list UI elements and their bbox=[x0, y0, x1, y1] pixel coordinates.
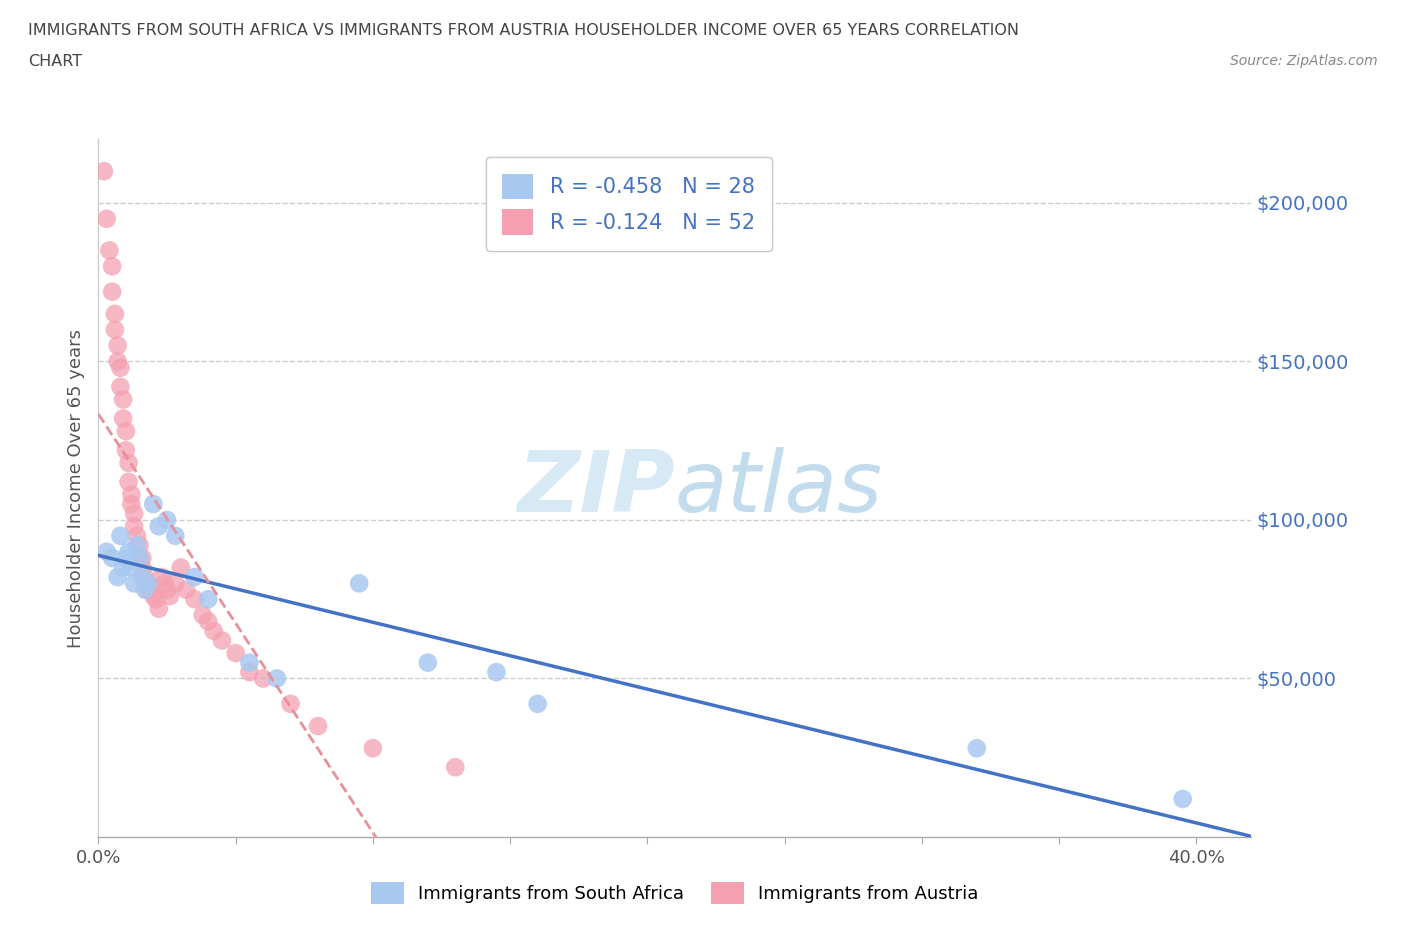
Point bbox=[238, 665, 260, 680]
Point bbox=[122, 576, 145, 591]
Point bbox=[120, 560, 142, 575]
Point bbox=[93, 164, 115, 179]
Point bbox=[101, 259, 124, 273]
Point bbox=[104, 307, 127, 322]
Point bbox=[125, 528, 148, 543]
Point bbox=[361, 741, 384, 756]
Point bbox=[197, 614, 219, 629]
Point bbox=[526, 697, 548, 711]
Point bbox=[110, 360, 132, 375]
Point bbox=[252, 671, 274, 686]
Point bbox=[134, 582, 156, 597]
Point bbox=[347, 576, 370, 591]
Point bbox=[131, 560, 153, 575]
Point bbox=[966, 741, 988, 756]
Point bbox=[148, 602, 170, 617]
Point bbox=[128, 551, 150, 565]
Point bbox=[183, 591, 205, 606]
Point bbox=[136, 582, 159, 597]
Point bbox=[197, 591, 219, 606]
Point bbox=[96, 544, 118, 559]
Point bbox=[120, 497, 142, 512]
Text: ZIP: ZIP bbox=[517, 446, 675, 530]
Point bbox=[444, 760, 467, 775]
Point bbox=[131, 551, 153, 565]
Point bbox=[174, 582, 197, 597]
Point bbox=[170, 560, 193, 575]
Point bbox=[112, 411, 135, 426]
Point bbox=[165, 528, 187, 543]
Point bbox=[125, 538, 148, 552]
Point bbox=[98, 243, 121, 258]
Point bbox=[156, 512, 179, 527]
Point bbox=[307, 719, 329, 734]
Point bbox=[139, 582, 162, 597]
Point bbox=[211, 633, 233, 648]
Point bbox=[225, 645, 247, 660]
Point bbox=[101, 285, 124, 299]
Point bbox=[183, 569, 205, 584]
Point bbox=[128, 538, 150, 552]
Point bbox=[142, 589, 165, 604]
Point bbox=[96, 211, 118, 226]
Text: atlas: atlas bbox=[675, 446, 883, 530]
Point bbox=[112, 560, 135, 575]
Point bbox=[191, 607, 214, 622]
Point bbox=[101, 551, 124, 565]
Point bbox=[156, 582, 179, 597]
Point bbox=[150, 569, 173, 584]
Point bbox=[136, 576, 159, 591]
Point bbox=[266, 671, 288, 686]
Point bbox=[110, 528, 132, 543]
Point bbox=[142, 497, 165, 512]
Point bbox=[145, 591, 167, 606]
Point bbox=[117, 544, 139, 559]
Point bbox=[117, 474, 139, 489]
Point bbox=[107, 354, 129, 369]
Point bbox=[122, 506, 145, 521]
Point bbox=[107, 569, 129, 584]
Point bbox=[131, 569, 153, 584]
Point bbox=[485, 665, 508, 680]
Point bbox=[416, 656, 439, 671]
Point bbox=[128, 551, 150, 565]
Point bbox=[107, 339, 129, 353]
Legend: Immigrants from South Africa, Immigrants from Austria: Immigrants from South Africa, Immigrants… bbox=[364, 875, 986, 911]
Point bbox=[112, 392, 135, 407]
Y-axis label: Householder Income Over 65 years: Householder Income Over 65 years bbox=[66, 328, 84, 648]
Point bbox=[115, 443, 138, 458]
Point bbox=[117, 456, 139, 471]
Point bbox=[153, 576, 176, 591]
Point bbox=[165, 576, 187, 591]
Text: CHART: CHART bbox=[28, 54, 82, 69]
Point bbox=[238, 656, 260, 671]
Point bbox=[122, 519, 145, 534]
Point bbox=[104, 323, 127, 338]
Legend: R = -0.458   N = 28, R = -0.124   N = 52: R = -0.458 N = 28, R = -0.124 N = 52 bbox=[485, 157, 772, 251]
Point bbox=[115, 424, 138, 439]
Point bbox=[110, 379, 132, 394]
Point bbox=[280, 697, 302, 711]
Text: Source: ZipAtlas.com: Source: ZipAtlas.com bbox=[1230, 54, 1378, 68]
Point bbox=[159, 589, 181, 604]
Point bbox=[1171, 791, 1194, 806]
Point bbox=[134, 569, 156, 584]
Point bbox=[120, 487, 142, 502]
Point bbox=[115, 551, 138, 565]
Point bbox=[148, 519, 170, 534]
Point bbox=[136, 576, 159, 591]
Point bbox=[202, 623, 225, 638]
Text: IMMIGRANTS FROM SOUTH AFRICA VS IMMIGRANTS FROM AUSTRIA HOUSEHOLDER INCOME OVER : IMMIGRANTS FROM SOUTH AFRICA VS IMMIGRAN… bbox=[28, 23, 1019, 38]
